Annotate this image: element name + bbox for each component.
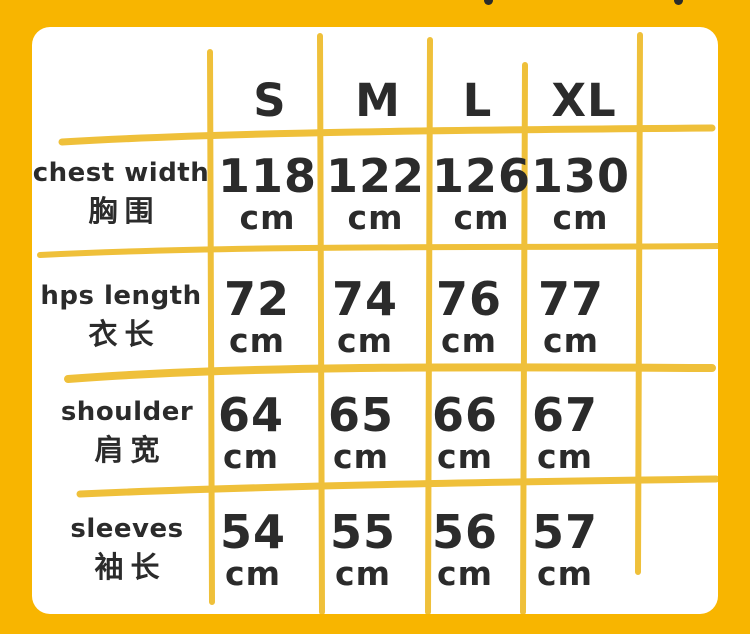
cell-unit: cm xyxy=(223,436,279,476)
table-cell: 126 cm xyxy=(432,137,530,249)
table-cell: 67 cm xyxy=(532,377,638,487)
column-header-m: M xyxy=(328,69,428,131)
row-label-hps-length: hps length 衣长 xyxy=(32,260,210,372)
clipped-text-mark xyxy=(674,0,683,5)
cell-unit: cm xyxy=(453,197,510,237)
cell-value: 55 xyxy=(330,504,397,559)
cell-value: 74 xyxy=(332,271,399,326)
row-label-en: shoulder xyxy=(60,397,194,427)
row-label-sleeves: sleeves 袖长 xyxy=(38,493,216,605)
cell-unit: cm xyxy=(543,320,599,360)
row-label-zh: 袖长 xyxy=(94,550,167,584)
clipped-text-mark xyxy=(484,0,493,5)
column-header-label: S xyxy=(253,73,287,127)
cell-unit: cm xyxy=(239,197,296,237)
row-label-zh: 衣长 xyxy=(88,317,161,351)
cell-value: 76 xyxy=(436,271,503,326)
cell-unit: cm xyxy=(347,197,404,237)
table-cell: 130 cm xyxy=(531,137,638,249)
table-cell: 54 cm xyxy=(220,493,320,605)
cell-unit: cm xyxy=(225,553,281,593)
cell-unit: cm xyxy=(537,436,593,476)
cell-unit: cm xyxy=(335,553,391,593)
cell-value: 130 xyxy=(531,148,631,203)
cell-value: 122 xyxy=(326,148,426,203)
row-label-shoulder: shoulder 肩宽 xyxy=(38,377,216,487)
column-header-label: M xyxy=(355,73,401,127)
table-cell: 66 cm xyxy=(432,377,525,487)
cell-value: 64 xyxy=(218,387,285,442)
row-label-en: hps length xyxy=(40,281,202,311)
row-label-en: sleeves xyxy=(70,514,184,544)
column-header-l: L xyxy=(430,69,525,131)
cell-value: 66 xyxy=(432,387,499,442)
cell-value: 126 xyxy=(432,148,532,203)
column-header-label: L xyxy=(462,73,493,127)
cell-unit: cm xyxy=(337,320,393,360)
cell-value: 77 xyxy=(538,271,605,326)
cell-value: 65 xyxy=(328,387,395,442)
table-cell: 65 cm xyxy=(328,377,428,487)
table-cell: 64 cm xyxy=(218,377,318,487)
cell-unit: cm xyxy=(437,553,493,593)
column-header-xl: XL xyxy=(529,69,639,131)
cell-unit: cm xyxy=(537,553,593,593)
cell-value: 118 xyxy=(218,148,318,203)
cell-unit: cm xyxy=(229,320,285,360)
hand-drawn-grid xyxy=(37,32,718,614)
cell-value: 54 xyxy=(220,504,287,559)
column-header-s: S xyxy=(220,69,320,131)
table-cell: 56 cm xyxy=(432,493,527,605)
row-label-zh: 胸围 xyxy=(88,194,161,228)
row-label-zh: 肩宽 xyxy=(94,433,167,467)
cell-unit: cm xyxy=(333,436,389,476)
cell-value: 57 xyxy=(532,504,599,559)
table-cell: 118 cm xyxy=(218,137,320,249)
cell-unit: cm xyxy=(441,320,497,360)
cell-value: 56 xyxy=(432,504,499,559)
table-cell: 74 cm xyxy=(332,260,428,372)
row-label-chest-width: chest width 胸围 xyxy=(32,137,210,249)
column-header-label: XL xyxy=(551,73,617,127)
table-cell: 122 cm xyxy=(326,137,428,249)
cell-value: 67 xyxy=(532,387,599,442)
table-cell: 57 cm xyxy=(532,493,638,605)
table-cell: 72 cm xyxy=(224,260,320,372)
cell-unit: cm xyxy=(552,197,609,237)
cell-value: 72 xyxy=(224,271,291,326)
table-cell: 76 cm xyxy=(436,260,525,372)
table-cell: 55 cm xyxy=(330,493,430,605)
size-chart-card: S M L XL chest width 胸围 118 cm xyxy=(32,27,718,614)
size-chart-table: S M L XL chest width 胸围 118 cm xyxy=(32,27,718,614)
table-cell: 77 cm xyxy=(538,260,638,372)
row-label-en: chest width xyxy=(32,158,210,188)
cell-unit: cm xyxy=(437,436,493,476)
